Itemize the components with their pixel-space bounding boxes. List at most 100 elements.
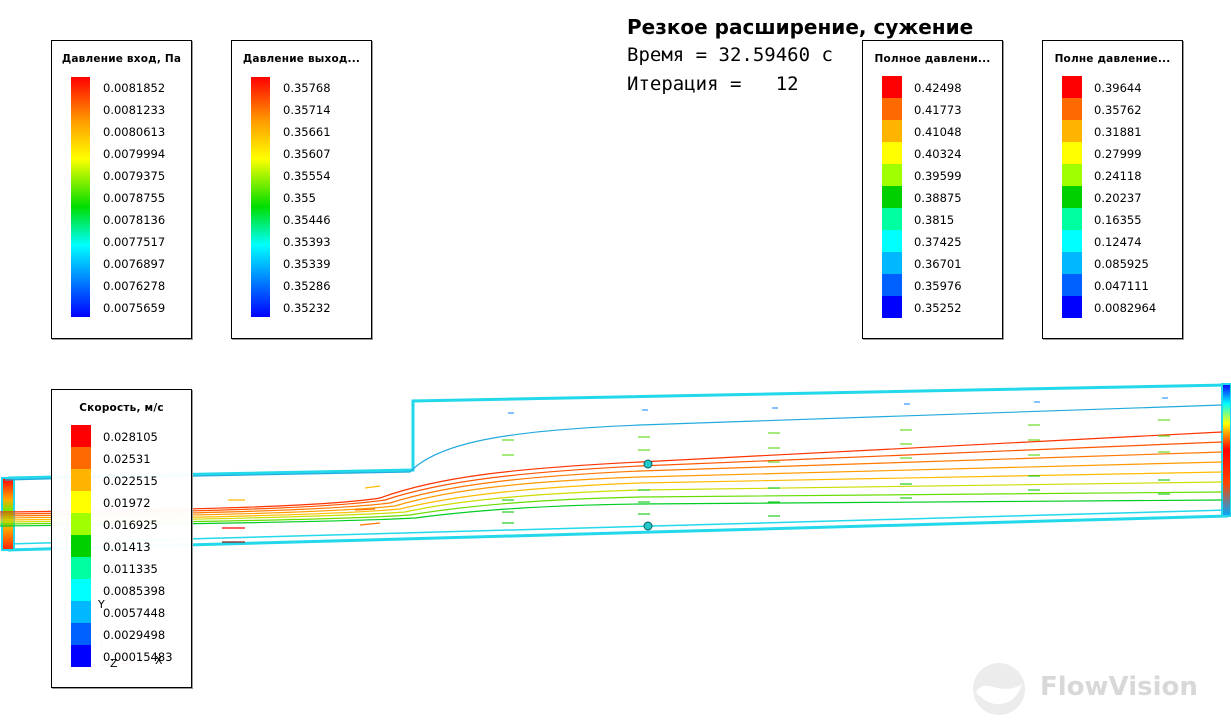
velocity-vectors — [222, 397, 1170, 543]
legend-swatch — [882, 296, 902, 318]
legend-swatches — [71, 425, 91, 667]
legend-value: 0.20237 — [1094, 191, 1142, 205]
legend-value: 0.3815 — [914, 213, 955, 227]
legend-value: 0.35768 — [283, 81, 331, 95]
flowvision-logo-icon — [973, 663, 1025, 715]
outlet-face — [1221, 383, 1231, 517]
legend-value: 0.02531 — [103, 452, 151, 466]
legend-value: 0.35393 — [283, 235, 331, 249]
legend-value: 0.0081852 — [103, 81, 166, 95]
legend-swatch — [882, 98, 902, 120]
iteration-readout: Итерация = 12 — [627, 73, 799, 95]
legend-total-pressure-2[interactable]: Полне давление... 0.39644 0.35762 0.31881 0… — [1042, 40, 1183, 339]
probe-points — [643, 459, 653, 531]
legend-swatch — [882, 230, 902, 252]
legend-inlet-pressure[interactable]: Давление вход, Па 0.0081852 0.0081233 0.00… — [51, 40, 192, 339]
logo-text: FlowVision — [1040, 672, 1198, 702]
legend-value: 0.35252 — [914, 301, 962, 315]
legend-value: 0.0077517 — [103, 235, 166, 249]
legend-swatch — [71, 579, 91, 601]
legend-value: 0.27999 — [1094, 147, 1142, 161]
legend-value: 0.022515 — [103, 474, 158, 488]
axis-label-z: Z — [110, 657, 118, 670]
time-readout: Время = 32.59460 с — [627, 44, 833, 66]
legend-swatch — [71, 513, 91, 535]
legend-swatch — [1062, 186, 1082, 208]
legend-value: 0.028105 — [103, 430, 158, 444]
legend-value: 0.0057448 — [103, 606, 166, 620]
legend-swatch — [71, 447, 91, 469]
legend-swatch — [71, 601, 91, 623]
legend-value: 0.0080613 — [103, 125, 166, 139]
legend-swatch — [71, 491, 91, 513]
legend-title: Скорость, м/с — [79, 402, 164, 414]
legend-value: 0.40324 — [914, 147, 962, 161]
legend-value: 0.35446 — [283, 213, 331, 227]
legend-value: 0.37425 — [914, 235, 962, 249]
legend-swatches — [882, 76, 902, 318]
legend-color-bar — [251, 77, 270, 317]
legend-value: 0.085925 — [1094, 257, 1149, 271]
legend-color-bar — [71, 77, 90, 317]
axis-label-x: X — [155, 654, 163, 667]
legend-velocity[interactable]: Скорость, м/с 0.028105 0.02531 0.022515 0.0… — [51, 389, 192, 688]
legend-swatch — [882, 186, 902, 208]
legend-swatch — [882, 274, 902, 296]
legend-value: 0.41048 — [914, 125, 962, 139]
legend-swatch — [71, 469, 91, 491]
legend-outlet-pressure[interactable]: Давление выход... 0.35768 0.35714 0.35661 0… — [231, 40, 372, 339]
legend-swatch — [1062, 142, 1082, 164]
legend-value: 0.35762 — [1094, 103, 1142, 117]
legend-title: Давление выход... — [242, 53, 361, 65]
flowvision-logo: FlowVision — [972, 662, 1198, 718]
legend-total-pressure-1[interactable]: Полное давлени... 0.42498 0.41773 0.41048 0… — [862, 40, 1003, 339]
legend-values: 0.028105 0.02531 0.022515 0.01972 0.016925 0.… — [103, 430, 173, 672]
legend-swatch — [71, 623, 91, 645]
legend-value: 0.35714 — [283, 103, 331, 117]
scene-title: Резкое расширение, сужение — [627, 15, 974, 39]
legend-value: 0.0081233 — [103, 103, 166, 117]
legend-value: 0.01972 — [103, 496, 151, 510]
legend-title: Полное давлени... — [874, 53, 991, 65]
legend-values: 0.35768 0.35714 0.35661 0.35607 0.35554 0.355… — [283, 81, 331, 323]
legend-title: Полне давление... — [1054, 53, 1171, 65]
legend-value: 0.00015483 — [103, 650, 173, 664]
legend-swatches — [1062, 76, 1082, 318]
legend-value: 0.355 — [283, 191, 316, 205]
legend-value: 0.0078136 — [103, 213, 166, 227]
legend-swatch — [1062, 208, 1082, 230]
legend-value: 0.0029498 — [103, 628, 166, 642]
legend-value: 0.38875 — [914, 191, 962, 205]
legend-swatch — [882, 252, 902, 274]
legend-value: 0.01413 — [103, 540, 151, 554]
legend-swatch — [1062, 98, 1082, 120]
legend-swatch — [882, 120, 902, 142]
legend-value: 0.31881 — [1094, 125, 1142, 139]
legend-swatch — [71, 425, 91, 447]
legend-value: 0.0079375 — [103, 169, 166, 183]
legend-swatch — [1062, 252, 1082, 274]
legend-value: 0.35607 — [283, 147, 331, 161]
legend-swatch — [71, 645, 91, 667]
legend-value: 0.39599 — [914, 169, 962, 183]
legend-swatch — [1062, 76, 1082, 98]
legend-value: 0.0082964 — [1094, 301, 1157, 315]
legend-value: 0.36701 — [914, 257, 962, 271]
legend-value: 0.42498 — [914, 81, 962, 95]
legend-swatch — [1062, 120, 1082, 142]
legend-swatch — [882, 208, 902, 230]
legend-value: 0.16355 — [1094, 213, 1142, 227]
legend-value: 0.0079994 — [103, 147, 166, 161]
legend-swatch — [71, 557, 91, 579]
legend-value: 0.35976 — [914, 279, 962, 293]
legend-title: Давление вход, Па — [61, 53, 182, 65]
axis-label-y: Y — [98, 598, 105, 611]
legend-value: 0.35554 — [283, 169, 331, 183]
legend-value: 0.0075659 — [103, 301, 166, 315]
legend-value: 0.41773 — [914, 103, 962, 117]
legend-value: 0.12474 — [1094, 235, 1142, 249]
legend-swatch — [882, 164, 902, 186]
legend-value: 0.011335 — [103, 562, 158, 576]
legend-swatch — [1062, 164, 1082, 186]
legend-value: 0.0076278 — [103, 279, 166, 293]
